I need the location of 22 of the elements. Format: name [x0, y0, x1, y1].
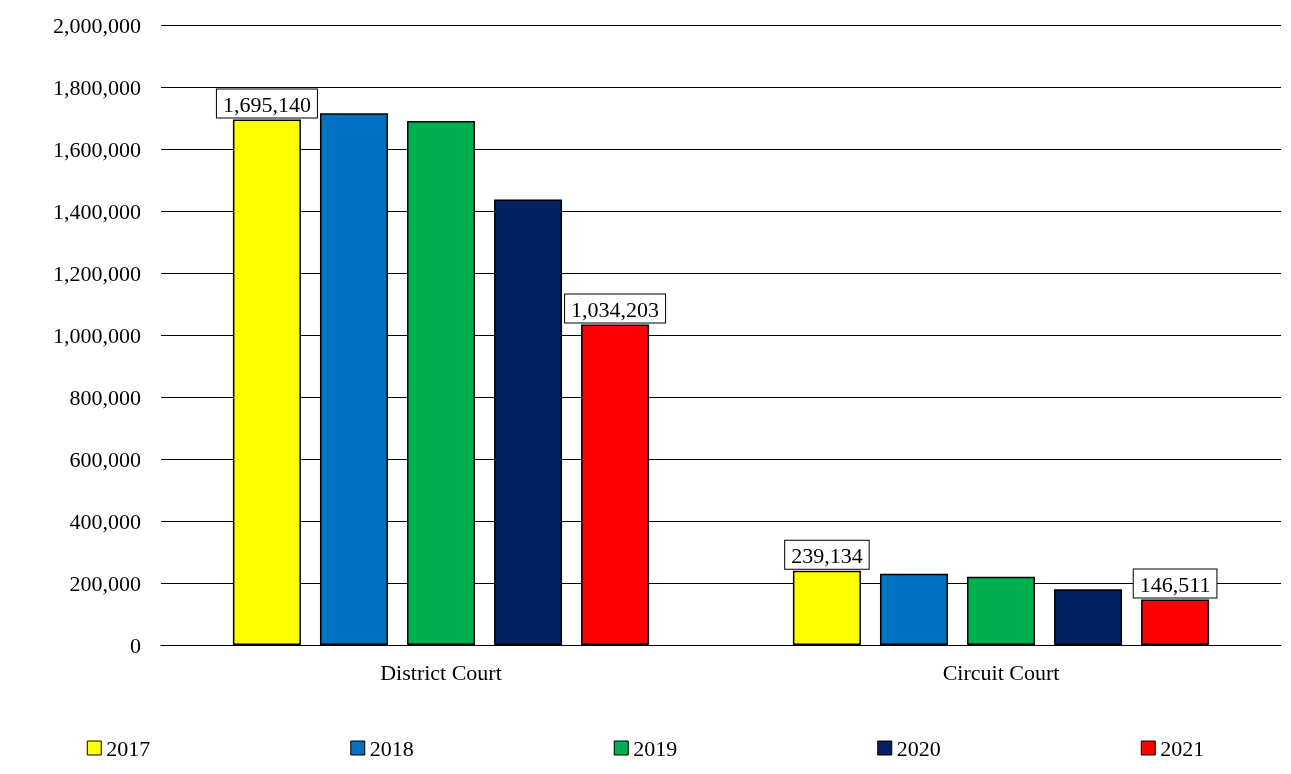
y-tick-label: 600,000 [69, 446, 141, 472]
legend-label: 2018 [369, 735, 414, 761]
y-tick-label: 800,000 [69, 384, 141, 410]
y-tick-label: 1,600,000 [53, 136, 141, 162]
y-tick-label: 2,000,000 [53, 12, 141, 38]
data-label: 239,134 [791, 543, 863, 569]
y-tick-label: 1,000,000 [53, 322, 141, 348]
legend-label: 2020 [896, 735, 941, 761]
y-tick-label: 1,200,000 [53, 260, 141, 286]
x-tick-label: Circuit Court [942, 659, 1060, 685]
x-tick-label: District Court [380, 659, 502, 685]
legend-label: 2021 [1160, 735, 1205, 761]
data-label: 1,695,140 [222, 92, 311, 118]
legend-label: 2019 [633, 735, 678, 761]
y-tick-label: 1,400,000 [53, 198, 141, 224]
y-tick-label: 200,000 [69, 570, 141, 596]
legend-label: 2017 [106, 735, 151, 761]
y-tick-label: 1,800,000 [53, 74, 141, 100]
data-label: 1,034,203 [571, 296, 660, 322]
y-tick-label: 0 [130, 632, 141, 658]
data-label: 146,511 [1139, 572, 1211, 598]
y-tick-label: 400,000 [69, 508, 141, 534]
